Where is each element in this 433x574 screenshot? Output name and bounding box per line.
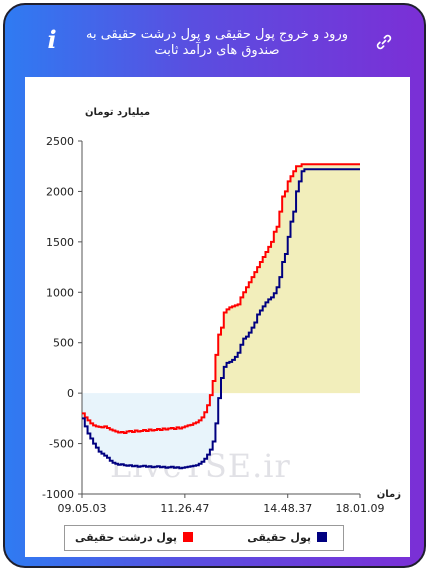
legend: پول حقیقی پول درشت حقیقی [64,525,344,551]
chart-svg: -1000 -500 0 500 1000 1500 2000 2500 09.05.03 11.… [42,107,401,515]
legend-label-series1: پول حقیقی [247,531,311,544]
y-tick-label: 1500 [46,236,74,249]
legend-swatch-series1 [317,532,327,542]
chart-card: i ورود و خروج پول حقیقی و پول درشت حقیقی… [3,3,426,568]
card-header: i ورود و خروج پول حقیقی و پول درشت حقیقی… [5,5,424,77]
x-axis-label: زمان [377,489,401,500]
y-tick-label: 500 [53,337,74,350]
legend-label-series2: پول درشت حقیقی [74,531,177,544]
legend-item-series2: پول درشت حقیقی [75,530,193,546]
area-positive [82,164,360,394]
link-icon[interactable] [375,33,393,51]
y-tick-label: 2500 [46,135,74,148]
y-tick-label: 0 [67,387,74,400]
y-tick-label: 1000 [46,286,74,299]
legend-swatch-series2 [183,532,193,542]
info-icon[interactable]: i [47,25,57,54]
y-tick-label: -500 [49,438,74,451]
x-tick-label: 18.01.09 [336,502,385,515]
chart-panel: LiveTSE.ir -1000 -500 0 500 1000 1500 2000 2500… [25,77,410,557]
x-tick-label: 09.05.03 [58,502,107,515]
series-line-navy [82,168,360,470]
chart-title: ورود و خروج پول حقیقی و پول درشت حقیقی ب… [85,27,348,58]
y-tick-label: -1000 [42,488,74,501]
y-tick-label: 2000 [46,185,74,198]
x-tick-label: 14.48.37 [263,502,312,515]
y-axis-label: میلیارد تومان [85,107,150,118]
x-tick-label: 11.26.47 [160,502,209,515]
series-line-red [82,163,360,434]
area-negative [82,393,360,469]
legend-item-series1: پول حقیقی [247,530,327,546]
